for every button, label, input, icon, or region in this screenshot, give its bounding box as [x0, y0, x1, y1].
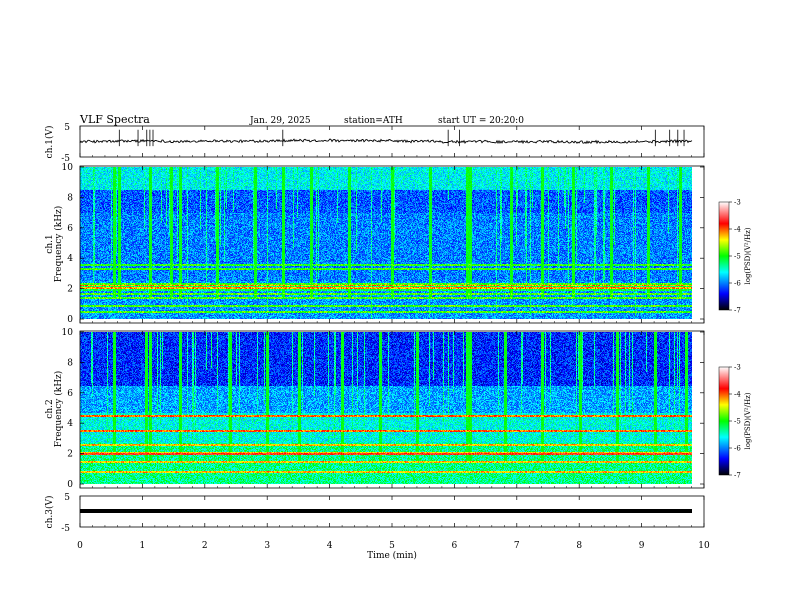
- y-tick-label: 10: [62, 163, 74, 173]
- colorbar-tick-label: -4: [734, 391, 741, 399]
- x-tick-label: 8: [576, 541, 582, 551]
- colorbar-tick-label: -4: [734, 226, 741, 234]
- y-tick-label: 4: [67, 419, 73, 429]
- ch2-spectrogram-frame: [79, 330, 705, 489]
- y-tick-label: 6: [67, 389, 73, 399]
- colorbar-tick-label: -3: [734, 199, 741, 207]
- ch1-spectrogram-ylabel: Frequency (kHz): [53, 206, 64, 283]
- colorbar-ticks: -3 -4 -5 -6 -7 -3 -4 -5 -6 -7: [729, 199, 741, 480]
- figure-title: VLF Spectra: [79, 113, 150, 126]
- ch2-colorbar-label: log(PSD)(V²/Hz): [744, 392, 752, 449]
- colorbar-tick-label: -6: [734, 445, 741, 453]
- y-tick-label: 10: [62, 328, 74, 338]
- y-tick-label: 8: [67, 358, 73, 368]
- y-tick-label: 4: [67, 254, 73, 264]
- x-tick-label: 10: [698, 541, 710, 551]
- y-tick-label: 2: [67, 450, 73, 460]
- ch1-waveform-spikes: [118, 129, 685, 147]
- ch1-spectrogram-frame: [79, 165, 705, 324]
- spectrogram-y-ticks: 0 2 4 6 8 10 0 2 4 6 8 10: [62, 163, 704, 490]
- colorbar-tick-label: -6: [734, 280, 741, 288]
- ch1-waveform-trace: [79, 138, 693, 145]
- x-tick-label: 7: [514, 541, 520, 551]
- ch2-spectrogram-image: [80, 332, 692, 484]
- colorbar-tick-label: -7: [734, 307, 741, 315]
- ch2-spectrogram-ylabel: Frequency (kHz): [53, 371, 64, 448]
- x-tick-label: 6: [452, 541, 458, 551]
- ch2-spectrogram-channel: ch.2: [45, 399, 55, 418]
- y-tick-label: 0: [67, 315, 73, 325]
- station-label: station=ATH: [344, 116, 403, 126]
- x-tick-label: 9: [639, 541, 645, 551]
- start-time-label: start UT = 20:20:0: [438, 116, 524, 126]
- ch1-ytick-top: 5: [64, 123, 70, 133]
- ch1-colorbar: [718, 201, 730, 311]
- ch1-spectrogram-channel: ch.1: [45, 234, 55, 253]
- time-axis-ticks: 0 1 2 3 4 5 6 7 8 9 10: [77, 126, 710, 551]
- time-axis-label: Time (min): [367, 550, 417, 561]
- y-tick-label: 0: [67, 480, 73, 490]
- y-tick-label: 6: [67, 224, 73, 234]
- date-label: Jan. 29, 2025: [249, 116, 311, 126]
- y-tick-label: 8: [67, 193, 73, 203]
- x-tick-label: 3: [264, 541, 270, 551]
- x-tick-label: 1: [140, 541, 146, 551]
- ch3-waveform-trace: [80, 509, 692, 513]
- ch1-ytick-bottom: -5: [61, 154, 70, 164]
- ch3-waveform-ylabel: ch.3(V): [44, 496, 55, 529]
- x-tick-label: 5: [389, 541, 395, 551]
- ch1-colorbar-label: log(PSD)(V²/Hz): [744, 227, 752, 284]
- colorbar-tick-label: -5: [734, 418, 741, 426]
- x-tick-label: 0: [77, 541, 83, 551]
- colorbar-tick-label: -7: [734, 472, 741, 480]
- ch1-spectrogram-image: [80, 167, 692, 319]
- colorbar-tick-label: -3: [734, 364, 741, 372]
- ch3-ytick-top: 5: [64, 493, 70, 503]
- ch1-waveform-ylabel: ch.1(V): [44, 126, 55, 159]
- x-tick-label: 2: [202, 541, 208, 551]
- colorbar-tick-label: -5: [734, 253, 741, 261]
- ch2-colorbar: [718, 366, 730, 476]
- y-tick-label: 2: [67, 285, 73, 295]
- ch3-ytick-bottom: -5: [61, 524, 70, 534]
- x-tick-label: 4: [327, 541, 333, 551]
